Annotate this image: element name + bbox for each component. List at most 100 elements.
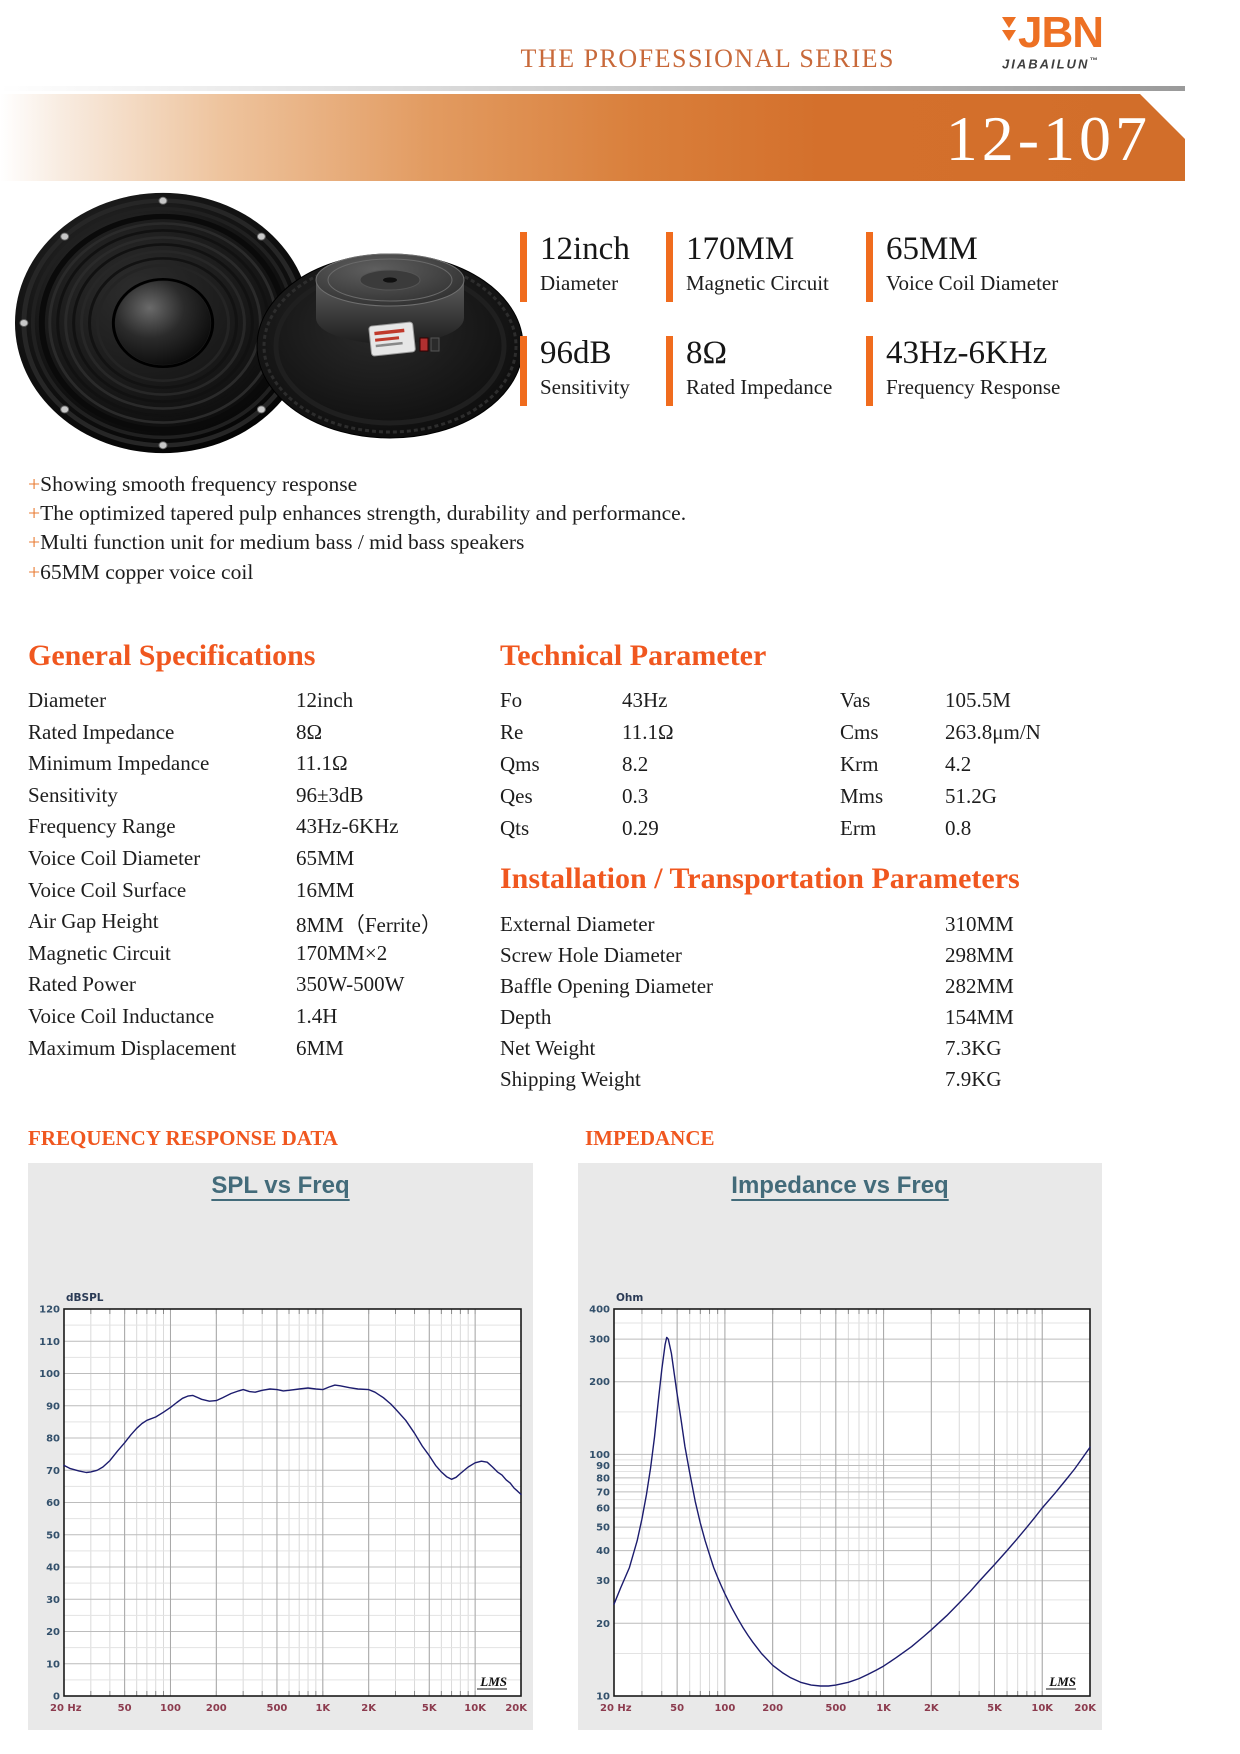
trademark-symbol: ™ [1089,55,1100,65]
feature-text: Multi function unit for medium bass / mi… [40,530,525,555]
spec-row: Air Gap Height 8MM（Ferrite） [28,909,488,941]
spec-value: 0.8 [945,816,972,840]
technical-parameter-left-table: Fo 43Hz Re 11.1Ω Qms 8.2 Qes 0.3 Qts 0.2… [500,688,800,848]
svg-text:5K: 5K [987,1703,1003,1714]
spec-row: Re 11.1Ω [500,720,800,752]
logo-subtext-label: JIABAILUN [1002,56,1090,72]
svg-text:5K: 5K [422,1703,438,1714]
spec-label: Mms [840,784,884,808]
spec-value: 96±3dB [296,782,364,807]
spec-row: Net Weight 7.3KG [500,1036,1120,1067]
svg-text:40: 40 [596,1546,610,1557]
frequency-response-heading: FREQUENCY RESPONSE DATA [28,1126,338,1150]
model-number: 12-107 [945,103,1151,174]
feature-text: 65MM copper voice coil [40,559,254,584]
spec-value: 170MM×2 [296,940,388,965]
svg-text:50: 50 [46,1530,60,1541]
svg-text:70: 70 [596,1487,610,1498]
key-spec-label: Diameter [540,270,619,295]
svg-text:30: 30 [46,1595,60,1606]
spec-value: 51.2G [945,784,997,808]
svg-text:2K: 2K [924,1703,940,1714]
spec-value: 11.1Ω [622,720,674,744]
svg-text:20 Hz: 20 Hz [50,1703,82,1714]
spec-row: Shipping Weight 7.9KG [500,1067,1120,1098]
key-spec-block: 170MM Magnetic Circuit [666,232,829,302]
spec-label: Rated Power [28,972,136,997]
svg-text:100: 100 [160,1703,181,1714]
spec-label: Maximum Displacement [28,1035,237,1060]
spec-row: Vas 105.5M [840,688,1200,720]
feature-list: +Showing smooth frequency response +The … [28,470,1028,587]
spec-row: Qms 8.2 [500,752,800,784]
svg-text:70: 70 [46,1466,60,1477]
spec-value: 0.3 [622,784,649,808]
svg-text:110: 110 [39,1337,60,1348]
key-spec-value: 8Ω [686,335,728,371]
plus-bullet-icon: + [28,530,41,555]
svg-text:0: 0 [53,1692,60,1703]
spec-label: Diameter [28,688,107,712]
spec-value: 16MM [296,877,355,902]
impedance-heading: IMPEDANCE [585,1126,715,1150]
key-spec-label: Rated Impedance [686,374,833,399]
spec-value: 298MM [945,943,1014,967]
svg-text:10K: 10K [1031,1703,1054,1714]
general-specifications-heading: General Specifications [28,639,316,672]
svg-text:10: 10 [596,1692,610,1703]
spec-label: Qms [500,752,540,776]
spec-row: Cms 263.8μm/N [840,720,1200,752]
spec-label: Screw Hole Diameter [500,943,682,967]
general-specifications-table: Diameter 12inch Rated Impedance 8Ω Minim… [28,688,488,1067]
svg-text:90: 90 [46,1401,60,1412]
spec-value: 65MM [296,845,355,870]
speaker-rear-photo [256,253,524,439]
feature-item: +The optimized tapered pulp enhances str… [28,499,1028,528]
spec-row: Diameter 12inch [28,688,488,720]
plus-bullet-icon: + [28,501,41,526]
spec-label: Magnetic Circuit [28,940,171,965]
svg-text:2K: 2K [361,1703,377,1714]
svg-text:10K: 10K [464,1703,487,1714]
technical-parameter-right-table: Vas 105.5M Cms 263.8μm/N Krm 4.2 Mms 51.… [840,688,1200,848]
spec-row: Voice Coil Diameter 65MM [28,846,488,878]
spec-label: Qes [500,784,533,808]
feature-item: +65MM copper voice coil [28,558,1028,587]
key-spec-block: 8Ω Rated Impedance [666,336,832,406]
spec-row: Screw Hole Diameter 298MM [500,943,1120,974]
spec-label: Voice Coil Inductance [28,1003,215,1028]
spec-row: External Diameter 310MM [500,912,1120,943]
feature-item: +Multi function unit for medium bass / m… [28,528,1028,557]
svg-text:90: 90 [596,1461,610,1472]
svg-text:300: 300 [589,1335,610,1346]
spec-value: 6MM [296,1035,344,1060]
spec-label: Sensitivity [28,782,118,807]
model-banner: 12-107 [0,94,1185,181]
svg-text:LMS: LMS [1048,1674,1076,1689]
svg-text:20K: 20K [1074,1703,1097,1714]
svg-text:Impedance vs Freq: Impedance vs Freq [731,1172,948,1199]
spec-row: Mms 51.2G [840,784,1200,816]
feature-item: +Showing smooth frequency response [28,470,1028,499]
spec-label: Krm [840,752,879,776]
svg-text:500: 500 [825,1703,846,1714]
spec-label: Re [500,720,524,744]
spec-row: Rated Impedance 8Ω [28,720,488,752]
spec-row: Depth 154MM [500,1005,1120,1036]
spec-row: Erm 0.8 [840,816,1200,848]
key-spec-block: 12inch Diameter [520,232,630,302]
triangle-icon [1002,30,1016,41]
spec-label: Rated Impedance [28,719,175,744]
svg-text:100: 100 [714,1703,735,1714]
key-spec-block: 43Hz-6KHz Frequency Response [866,336,1060,406]
key-spec-value: 12inch [540,231,630,267]
spec-value: 43Hz [622,688,668,712]
spec-label: Fo [500,688,523,712]
installation-parameters-table: External Diameter 310MM Screw Hole Diame… [500,912,1120,1098]
spec-label: Depth [500,1005,552,1029]
spec-value: 0.29 [622,816,659,840]
key-spec-value: 170MM [686,231,795,267]
spec-row: Qes 0.3 [500,784,800,816]
series-title: THE PROFESSIONAL SERIES [520,44,895,73]
